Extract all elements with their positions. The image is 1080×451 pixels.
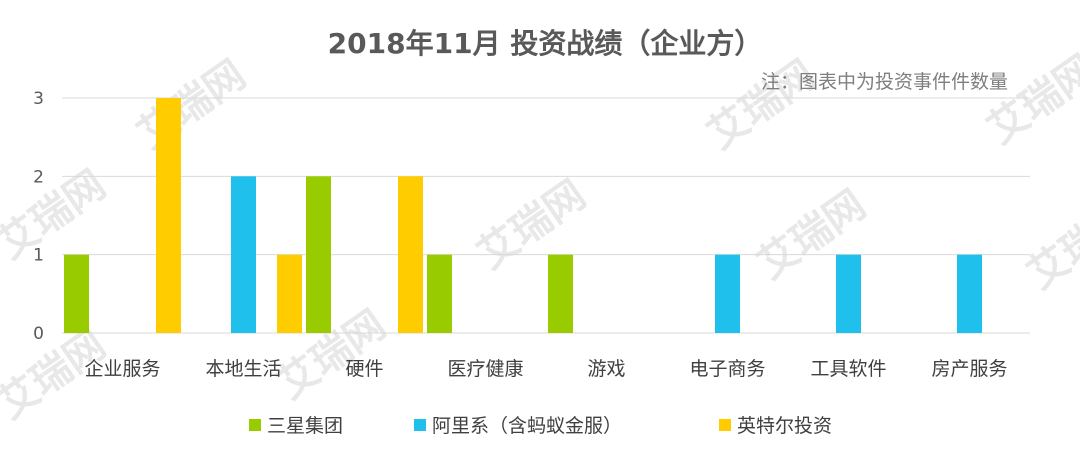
y-tick-label: 2 (33, 167, 44, 187)
bar (957, 254, 982, 333)
watermark-text: 艾瑞网 (129, 52, 254, 159)
bar (715, 254, 740, 333)
bar (836, 254, 861, 333)
bar (548, 254, 573, 333)
watermark-text: 艾瑞网 (1019, 192, 1080, 299)
legend-swatch (249, 419, 261, 431)
legend: 三星集团 阿里系（含蚂蚁金服） 英特尔投资 (249, 415, 832, 437)
gridlines (62, 97, 1030, 334)
watermark-text: 艾瑞网 (699, 52, 824, 159)
watermark-text: 艾瑞网 (0, 162, 114, 269)
x-tick-label: 房产服务 (931, 358, 1007, 380)
chart-note: 注：图表中为投资事件件数量 (761, 71, 1008, 93)
x-tick-label: 医疗健康 (447, 358, 523, 380)
watermark-text: 艾瑞网 (469, 172, 594, 279)
bar (64, 254, 89, 333)
legend-label: 阿里系（含蚂蚁金服） (432, 415, 622, 437)
chart-title: 2018年11月 投资战绩（企业方） (328, 27, 763, 60)
bar (306, 176, 331, 333)
y-axis: 0 1 2 3 (33, 89, 44, 344)
bar (156, 98, 181, 333)
x-axis: 企业服务 本地生活 硬件 医疗健康 游戏 电子商务 工具软件 房产服务 (84, 358, 1007, 380)
bar (398, 176, 423, 333)
x-tick-label: 工具软件 (810, 358, 886, 380)
legend-swatch (719, 419, 731, 431)
y-tick-label: 0 (33, 324, 44, 344)
x-tick-label: 本地生活 (205, 358, 281, 380)
x-tick-label: 游戏 (587, 358, 625, 380)
bars (64, 98, 982, 333)
legend-label: 英特尔投资 (737, 415, 832, 437)
legend-swatch (414, 419, 426, 431)
x-tick-label: 电子商务 (689, 358, 765, 380)
x-tick-label: 企业服务 (84, 358, 160, 380)
bar (277, 254, 302, 333)
legend-label: 三星集团 (267, 415, 343, 437)
x-tick-label: 硬件 (345, 358, 383, 380)
y-tick-label: 3 (33, 89, 44, 109)
bar (231, 176, 256, 333)
bar (427, 254, 452, 333)
watermark-text: 艾瑞网 (979, 47, 1080, 154)
y-tick-label: 1 (33, 246, 44, 266)
